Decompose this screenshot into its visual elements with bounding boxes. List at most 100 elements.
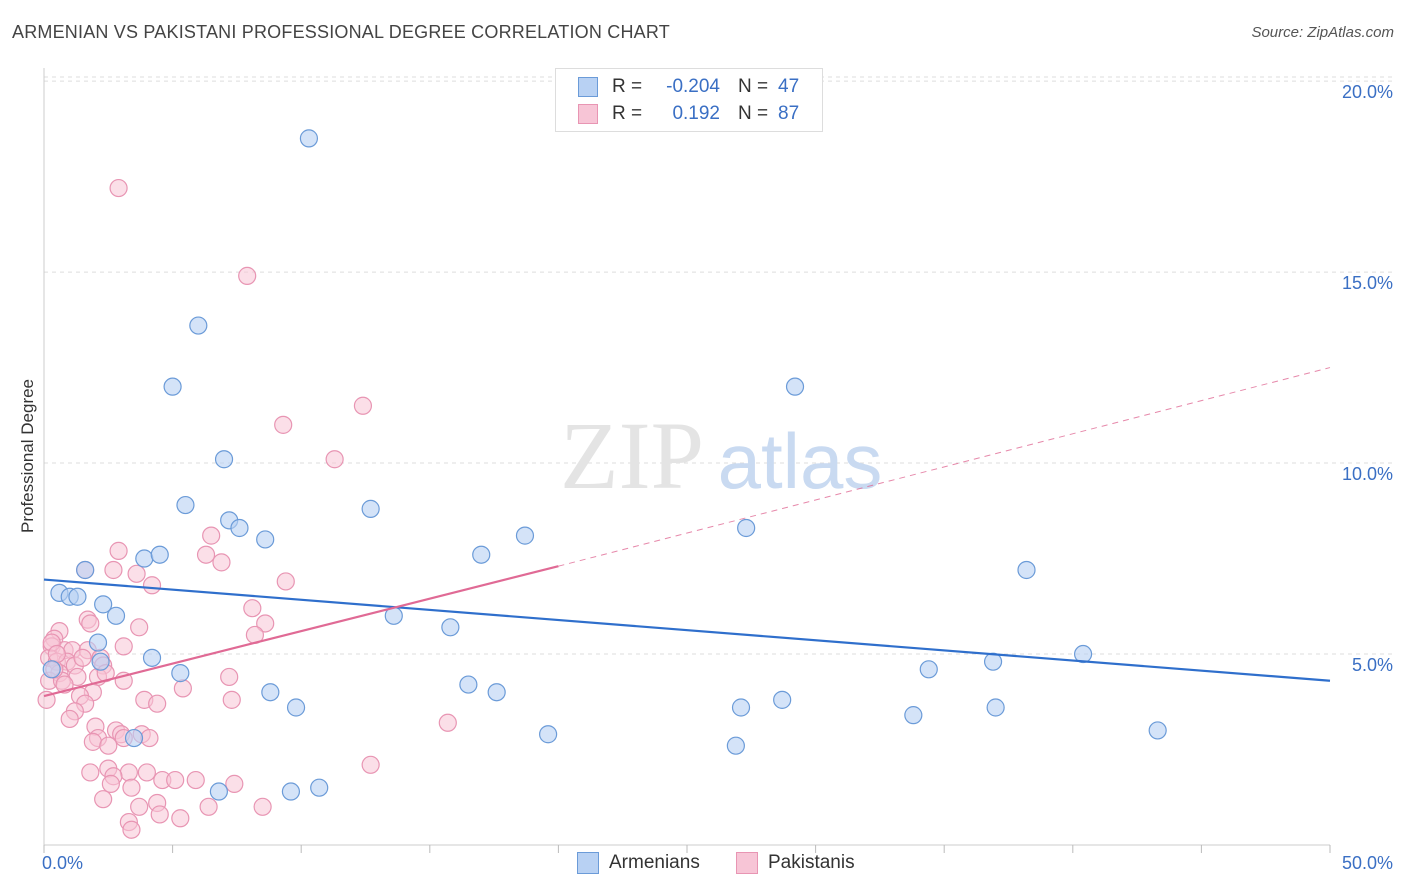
axes bbox=[43, 68, 1331, 853]
pakistanis-point bbox=[173, 679, 192, 698]
pakistanis-point bbox=[101, 774, 120, 793]
watermark-atlas: atlas bbox=[718, 417, 883, 505]
armenians-point bbox=[281, 782, 301, 801]
armenians-point bbox=[68, 587, 87, 606]
armenians-point bbox=[1017, 560, 1036, 580]
bottom-legend-label: Armenians bbox=[609, 852, 700, 873]
pakistanis-point bbox=[199, 797, 218, 816]
pakistanis-point bbox=[438, 713, 457, 732]
x-tick-label: 0.0% bbox=[42, 853, 83, 873]
armenians-point bbox=[171, 664, 190, 683]
armenians-point bbox=[91, 652, 110, 671]
pakistanis-point bbox=[47, 644, 66, 664]
pakistanis-point bbox=[222, 690, 241, 709]
pakistanis-swatch bbox=[736, 852, 758, 874]
armenians-swatch bbox=[578, 77, 598, 97]
armenians-point bbox=[1073, 644, 1093, 664]
source-label: Source: ZipAtlas.com bbox=[1251, 24, 1394, 41]
armenians-trend-line bbox=[43, 578, 1331, 682]
armenians-point bbox=[209, 782, 228, 801]
pakistanis-point bbox=[212, 553, 231, 572]
bottom-legend-label: Pakistanis bbox=[768, 852, 855, 873]
y-tick-label: 15.0% bbox=[1342, 273, 1393, 293]
pakistanis-point bbox=[202, 526, 221, 545]
legend-r-value: 0.192 bbox=[672, 103, 720, 124]
pakistanis-point bbox=[122, 778, 141, 797]
armenians-point bbox=[76, 560, 95, 580]
armenians-point bbox=[731, 698, 751, 717]
pakistanis-point bbox=[83, 732, 102, 751]
armenians-point bbox=[88, 633, 108, 652]
armenians-point bbox=[904, 706, 923, 725]
armenians-point bbox=[142, 648, 162, 667]
armenians-point bbox=[124, 728, 144, 748]
legend-r-value: -0.204 bbox=[666, 76, 720, 97]
tick-labels: 5.0% 10.0% 15.0% 20.0% 0.0% 50.0% bbox=[42, 82, 1393, 873]
pakistanis-point bbox=[361, 755, 380, 774]
armenians-point bbox=[214, 450, 234, 469]
armenians-point bbox=[737, 518, 756, 538]
pakistanis-point bbox=[127, 564, 146, 583]
pakistanis-point bbox=[225, 774, 244, 793]
pakistanis-point bbox=[130, 797, 149, 816]
pakistanis-point bbox=[150, 805, 169, 824]
pakistanis-point bbox=[130, 618, 149, 637]
pakistanis-point bbox=[220, 667, 239, 687]
armenians-point bbox=[1148, 721, 1167, 740]
pakistanis-trend-line bbox=[43, 565, 559, 698]
pakistanis-point bbox=[353, 396, 373, 415]
armenians-points bbox=[42, 129, 1167, 801]
armenians-point bbox=[785, 377, 805, 396]
armenians-point bbox=[150, 545, 169, 564]
legend-row-armenians: R = -0.204 N = 47 bbox=[578, 74, 799, 100]
pakistanis-point bbox=[137, 763, 156, 782]
pakistanis-point bbox=[81, 763, 100, 782]
pakistanis-point bbox=[196, 545, 216, 564]
armenians-point bbox=[106, 606, 126, 625]
armenians-point bbox=[286, 698, 306, 717]
armenians-point bbox=[230, 518, 249, 538]
pakistanis-point bbox=[148, 694, 167, 713]
pakistanis-point bbox=[109, 541, 128, 560]
pakistanis-point bbox=[122, 820, 141, 839]
pakistanis-point bbox=[276, 572, 295, 591]
legend-n-label: N = bbox=[738, 103, 769, 124]
pakistanis-point bbox=[81, 614, 100, 633]
bottom-legend-pakistanis: Pakistanis bbox=[736, 852, 855, 874]
pakistanis-point bbox=[325, 450, 344, 469]
pakistanis-point bbox=[274, 415, 293, 434]
legend-n-value: 47 bbox=[778, 76, 800, 97]
armenians-point bbox=[256, 530, 275, 549]
armenians-point bbox=[176, 495, 195, 515]
armenians-point bbox=[441, 618, 460, 637]
armenians-swatch bbox=[577, 852, 599, 874]
legend-n-value: 87 bbox=[778, 103, 800, 124]
y-tick-label: 10.0% bbox=[1342, 464, 1393, 484]
y-tick-label: 5.0% bbox=[1352, 655, 1393, 675]
armenians-point bbox=[986, 698, 1005, 717]
armenians-point bbox=[539, 725, 558, 744]
pakistanis-point bbox=[109, 178, 128, 198]
bottom-legend: Armenians Pakistanis bbox=[0, 852, 1406, 878]
pakistanis-point bbox=[94, 790, 113, 809]
pakistanis-points bbox=[37, 178, 457, 839]
pakistanis-point bbox=[186, 770, 205, 790]
armenians-point bbox=[299, 129, 319, 148]
armenians-point bbox=[726, 736, 745, 755]
pakistanis-point bbox=[99, 736, 118, 755]
pakistanis-point bbox=[60, 709, 79, 729]
legend-row-pakistanis: R = 0.192 N = 87 bbox=[578, 101, 799, 127]
legend-r-label: R = bbox=[612, 76, 643, 97]
armenians-point bbox=[189, 316, 208, 335]
pakistanis-point bbox=[140, 728, 159, 748]
trend-lines bbox=[43, 367, 1331, 698]
armenians-point bbox=[459, 675, 478, 694]
pakistanis-point bbox=[256, 614, 275, 633]
pakistanis-point bbox=[253, 797, 272, 816]
armenians-point bbox=[163, 377, 182, 396]
bottom-legend-armenians: Armenians bbox=[577, 852, 700, 874]
armenians-point bbox=[773, 690, 792, 709]
legend-r-label: R = bbox=[612, 103, 643, 124]
watermark: ZIP atlas bbox=[560, 402, 882, 509]
pakistanis-point bbox=[73, 648, 92, 667]
